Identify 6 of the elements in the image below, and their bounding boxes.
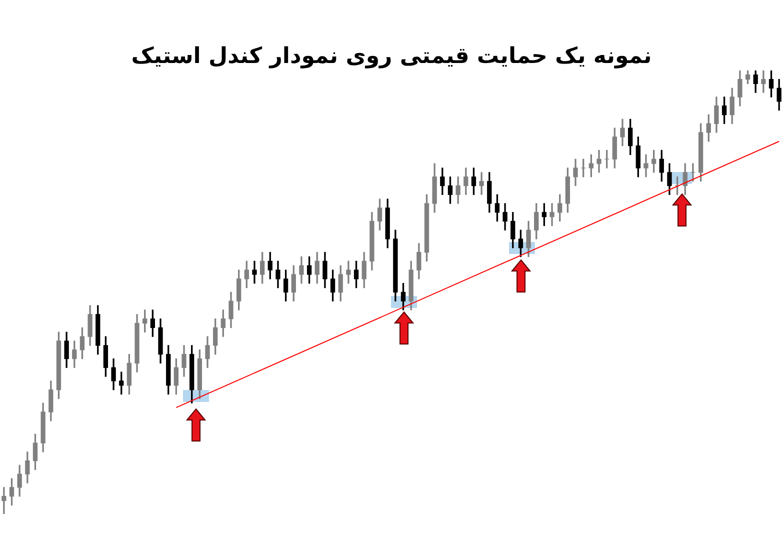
chart-title: نمونه یک حمایت قیمتی روی نمودار کندل استیک <box>131 44 652 69</box>
candlestick <box>596 150 602 173</box>
candlestick <box>761 70 766 93</box>
candlestick <box>690 163 696 182</box>
candlestick <box>550 203 554 226</box>
candlestick <box>479 172 484 195</box>
